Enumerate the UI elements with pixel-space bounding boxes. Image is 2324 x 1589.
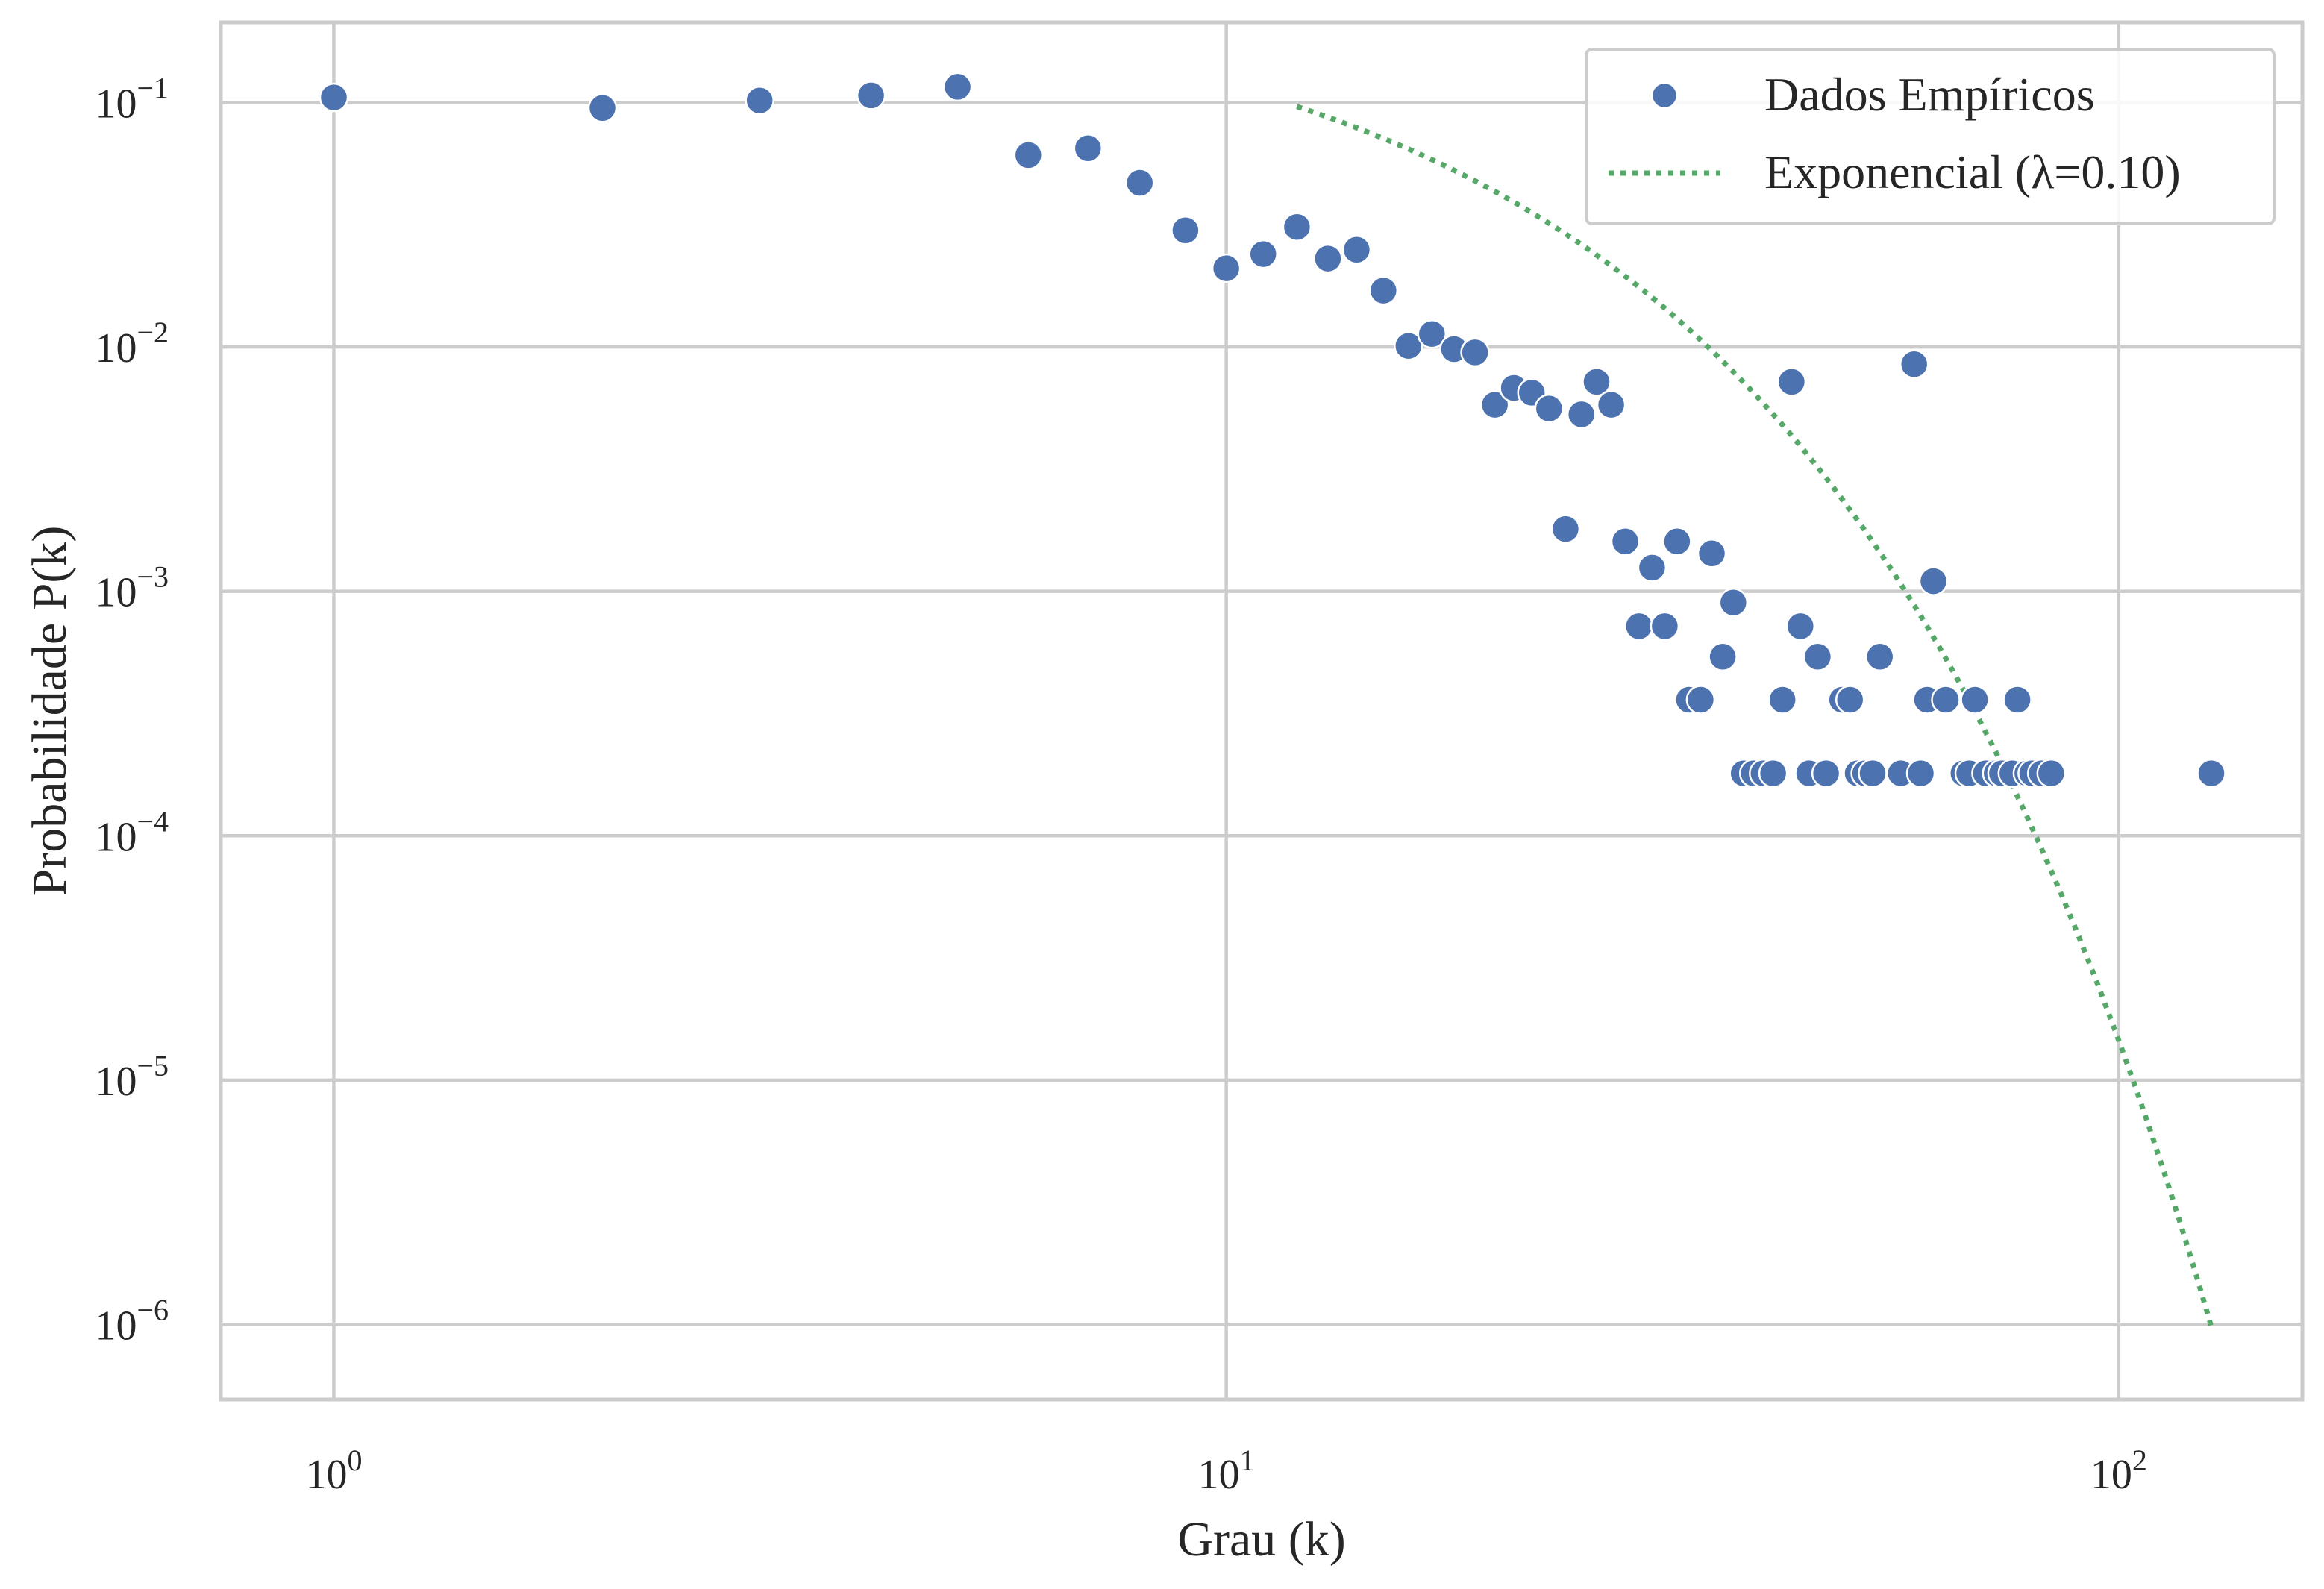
scatter-point [1960,685,1990,715]
scatter-point [1582,367,1612,397]
scatter-point [1534,393,1565,424]
scatter-point [1899,349,1929,379]
scatter-point [2036,758,2067,789]
scatter-point [1550,514,1581,544]
grid [222,24,2301,1398]
scatter-point [1858,758,1888,789]
scatter-point [1313,243,1343,274]
scatter-point [1918,566,1949,596]
scatter-point [745,85,774,116]
legend-box [1585,48,2276,225]
scatter-point [1013,140,1044,170]
scatter-point [1282,212,1312,242]
scatter-points-layer [319,72,2226,789]
scatter-point [1596,389,1626,420]
legend-marker-scatter [1650,81,1679,110]
scatter-point [1811,758,1841,789]
scatter-point [1073,134,1103,163]
scatter-point [1637,553,1667,583]
scatter-point [1624,611,1654,642]
scatter-point [1171,216,1200,245]
scatter-point [1460,337,1490,368]
scatter-point [1931,685,1961,715]
y-tick-label: 10−5 [95,1049,169,1105]
scatter-point [1566,399,1597,430]
y-tick-label: 10−2 [95,316,169,372]
scatter-point [1211,253,1241,283]
scatter-point [1394,330,1423,361]
scatter-point [1835,685,1865,715]
scatter-point [1662,527,1692,557]
y-tick-label: 10−1 [95,72,169,128]
x-axis-label: Grau (k) [1177,1512,1345,1567]
scatter-point [1718,587,1749,618]
scatter-point [1785,611,1816,642]
scatter-point [1697,539,1727,568]
x-tick-labels: 100 101 102 [305,1444,2146,1498]
scatter-point [1708,642,1738,672]
plot-frame [219,20,2305,1402]
scatter-point [1610,527,1641,557]
scatter-point [1776,367,1807,397]
scatter-point [1341,235,1372,265]
scatter-point [587,93,618,123]
x-tick-label: 102 [2090,1444,2147,1498]
scatter-point [2002,685,2032,715]
scatter-point [1124,168,1155,198]
y-tick-label: 10−4 [95,804,169,860]
scatter-point [1905,758,1936,789]
y-tick-label: 10−6 [95,1293,169,1349]
scatter-point [1368,275,1399,306]
legend: Dados Empíricos Exponencial (λ=0.10) [1585,48,2276,225]
scatter-point [1650,611,1680,642]
scatter-point [319,82,349,113]
y-tick-label: 10−3 [95,560,169,616]
scatter-point [2196,758,2226,789]
scatter-point [1685,685,1716,715]
scatter-point [1417,319,1447,349]
scatter-point [1758,758,1788,789]
x-tick-label: 100 [305,1444,362,1498]
scatter-point [1802,642,1833,672]
x-tick-label: 101 [1198,1444,1255,1498]
scatter-point [1767,685,1797,715]
scatter-point [1248,239,1278,269]
scatter-point [856,81,886,110]
legend-label-line: Exponencial (λ=0.10) [1764,145,2181,198]
scatter-point [1864,642,1895,672]
scatter-point [1479,389,1510,420]
legend-label-scatter: Dados Empíricos [1764,68,2095,121]
scatter-point [942,72,973,102]
y-axis-label: Probabilidade P(k) [22,526,77,897]
y-tick-labels: 10−1 10−2 10−3 10−4 10−5 10−6 [95,72,169,1350]
